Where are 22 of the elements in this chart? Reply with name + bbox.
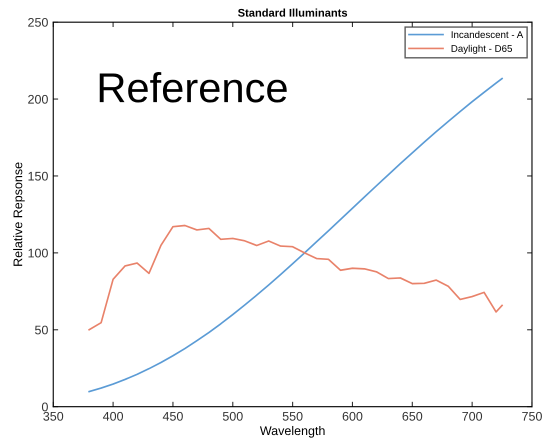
x-tick-label: 400 [102,412,124,421]
y-tick-label: 250 [28,18,48,27]
x-tick-label: 700 [462,412,482,421]
x-tick-label: 600 [342,412,362,421]
legend-label: Daylight - D65 [452,44,512,54]
x-tick-label: 650 [402,412,422,421]
x-tick-label: 550 [282,412,303,421]
y-axis-title: Relative Repsonse [13,162,25,266]
y-tick-label: 50 [34,326,48,334]
line-series [88,224,503,331]
y-tick-label: 150 [28,172,48,181]
x-tick-label: 750 [522,412,542,421]
legend-label: Incandescent - A [452,30,524,38]
y-tick-label: 200 [28,94,48,104]
x-tick-label: 500 [222,412,243,421]
x-tick-label: 450 [162,412,183,421]
chart-title: Standard Illuminants [238,8,348,17]
x-tick-label: 350 [43,412,64,421]
y-tick-label: 0 [42,402,48,412]
y-tick-label: 100 [28,248,48,258]
x-axis-title: Wavelength [260,426,325,438]
annotation: Reference [100,72,287,103]
